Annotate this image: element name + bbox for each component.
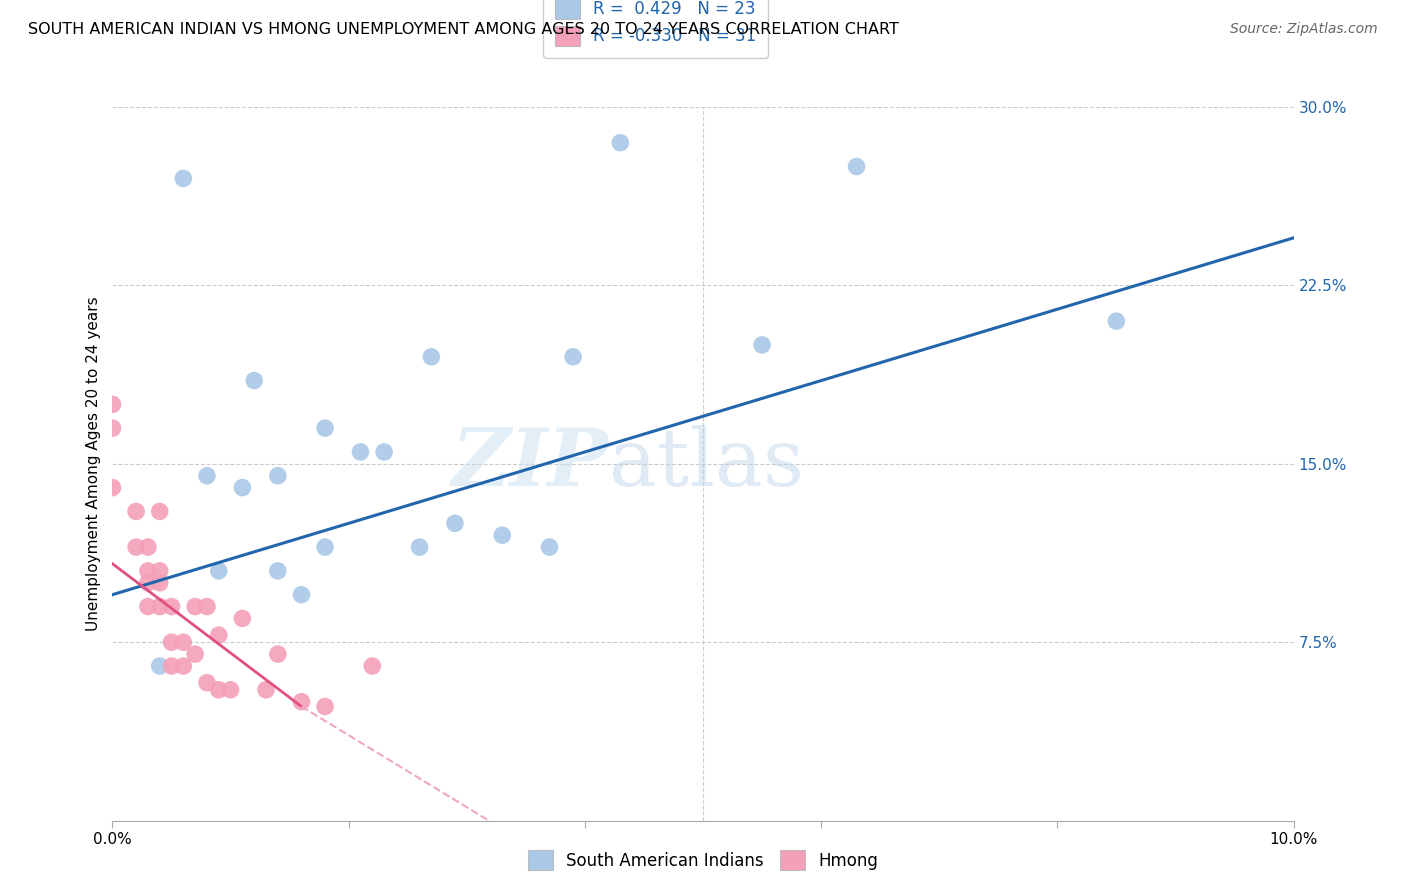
Point: [562, 350, 585, 364]
Point: [373, 445, 395, 459]
Point: [136, 540, 159, 554]
Point: [314, 540, 336, 554]
Point: [195, 675, 218, 690]
Point: [314, 421, 336, 435]
Point: [149, 659, 172, 673]
Point: [208, 682, 231, 697]
Point: [101, 397, 124, 411]
Point: [444, 516, 467, 531]
Text: atlas: atlas: [609, 425, 804, 503]
Point: [149, 564, 172, 578]
Point: [184, 599, 207, 614]
Point: [361, 659, 384, 673]
Text: SOUTH AMERICAN INDIAN VS HMONG UNEMPLOYMENT AMONG AGES 20 TO 24 YEARS CORRELATIO: SOUTH AMERICAN INDIAN VS HMONG UNEMPLOYM…: [28, 22, 898, 37]
Point: [184, 647, 207, 661]
Point: [420, 350, 443, 364]
Text: Source: ZipAtlas.com: Source: ZipAtlas.com: [1230, 22, 1378, 37]
Point: [219, 682, 242, 697]
Point: [149, 504, 172, 518]
Point: [195, 468, 218, 483]
Point: [231, 611, 253, 625]
Point: [125, 540, 148, 554]
Point: [290, 588, 312, 602]
Point: [160, 659, 183, 673]
Point: [267, 468, 290, 483]
Point: [290, 695, 312, 709]
Point: [149, 599, 172, 614]
Point: [267, 647, 290, 661]
Point: [172, 635, 194, 649]
Point: [208, 628, 231, 642]
Point: [1105, 314, 1128, 328]
Point: [408, 540, 430, 554]
Point: [136, 564, 159, 578]
Point: [160, 635, 183, 649]
Point: [172, 659, 194, 673]
Point: [538, 540, 561, 554]
Point: [267, 564, 290, 578]
Text: ZIP: ZIP: [451, 425, 609, 502]
Legend: South American Indians, Hmong: South American Indians, Hmong: [515, 837, 891, 884]
Point: [845, 160, 868, 174]
Y-axis label: Unemployment Among Ages 20 to 24 years: Unemployment Among Ages 20 to 24 years: [86, 296, 101, 632]
Point: [314, 699, 336, 714]
Point: [149, 575, 172, 590]
Point: [160, 599, 183, 614]
Point: [101, 481, 124, 495]
Point: [231, 481, 253, 495]
Point: [195, 599, 218, 614]
Point: [101, 421, 124, 435]
Point: [136, 599, 159, 614]
Point: [125, 504, 148, 518]
Point: [751, 338, 773, 352]
Point: [172, 171, 194, 186]
Point: [609, 136, 631, 150]
Point: [208, 564, 231, 578]
Point: [491, 528, 513, 542]
Point: [254, 682, 277, 697]
Point: [243, 374, 266, 388]
Point: [136, 575, 159, 590]
Point: [349, 445, 371, 459]
